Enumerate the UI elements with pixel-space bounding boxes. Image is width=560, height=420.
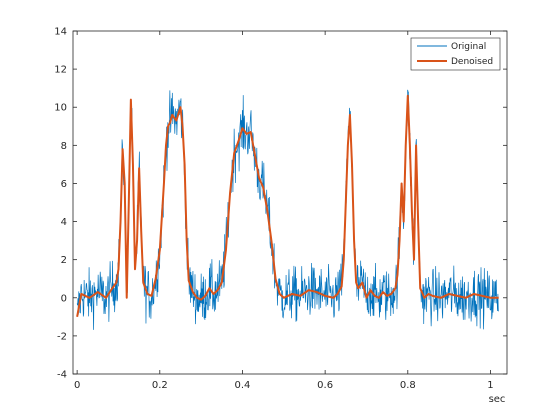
y-tick-label: 10 bbox=[54, 103, 67, 114]
legend-label-original: Original bbox=[451, 42, 486, 52]
y-tick-label: 2 bbox=[61, 255, 67, 266]
x-tick-label: 0.4 bbox=[235, 380, 251, 391]
x-axis-label: sec bbox=[489, 394, 506, 405]
y-tick-label: 12 bbox=[54, 65, 67, 76]
axes-box bbox=[72, 30, 508, 375]
y-axis: -4 -2 0 2 4 6 8 10 12 14 bbox=[54, 27, 507, 381]
x-tick-label: 0 bbox=[74, 380, 80, 391]
x-tick-label: 0.8 bbox=[400, 380, 416, 391]
y-tick-label: 4 bbox=[61, 217, 67, 228]
y-tick-label: -4 bbox=[57, 370, 67, 381]
x-axis: 0 0.2 0.4 0.6 0.8 1 bbox=[74, 31, 494, 391]
y-tick-label: 14 bbox=[54, 27, 67, 38]
y-tick-label: 6 bbox=[61, 179, 67, 190]
x-tick-label: 1 bbox=[487, 380, 493, 391]
y-tick-label: 0 bbox=[61, 293, 67, 304]
y-tick-label: -2 bbox=[57, 331, 67, 342]
y-tick-label: 8 bbox=[61, 141, 67, 152]
x-tick-label: 0.2 bbox=[152, 380, 168, 391]
series-line-denoised bbox=[76, 94, 499, 318]
plot-area bbox=[73, 31, 507, 374]
legend: Original Denoised bbox=[410, 37, 501, 71]
legend-label-denoised: Denoised bbox=[451, 57, 493, 67]
x-tick-label: 0.6 bbox=[317, 380, 333, 391]
legend-box bbox=[410, 37, 501, 71]
series-layer bbox=[76, 89, 499, 330]
